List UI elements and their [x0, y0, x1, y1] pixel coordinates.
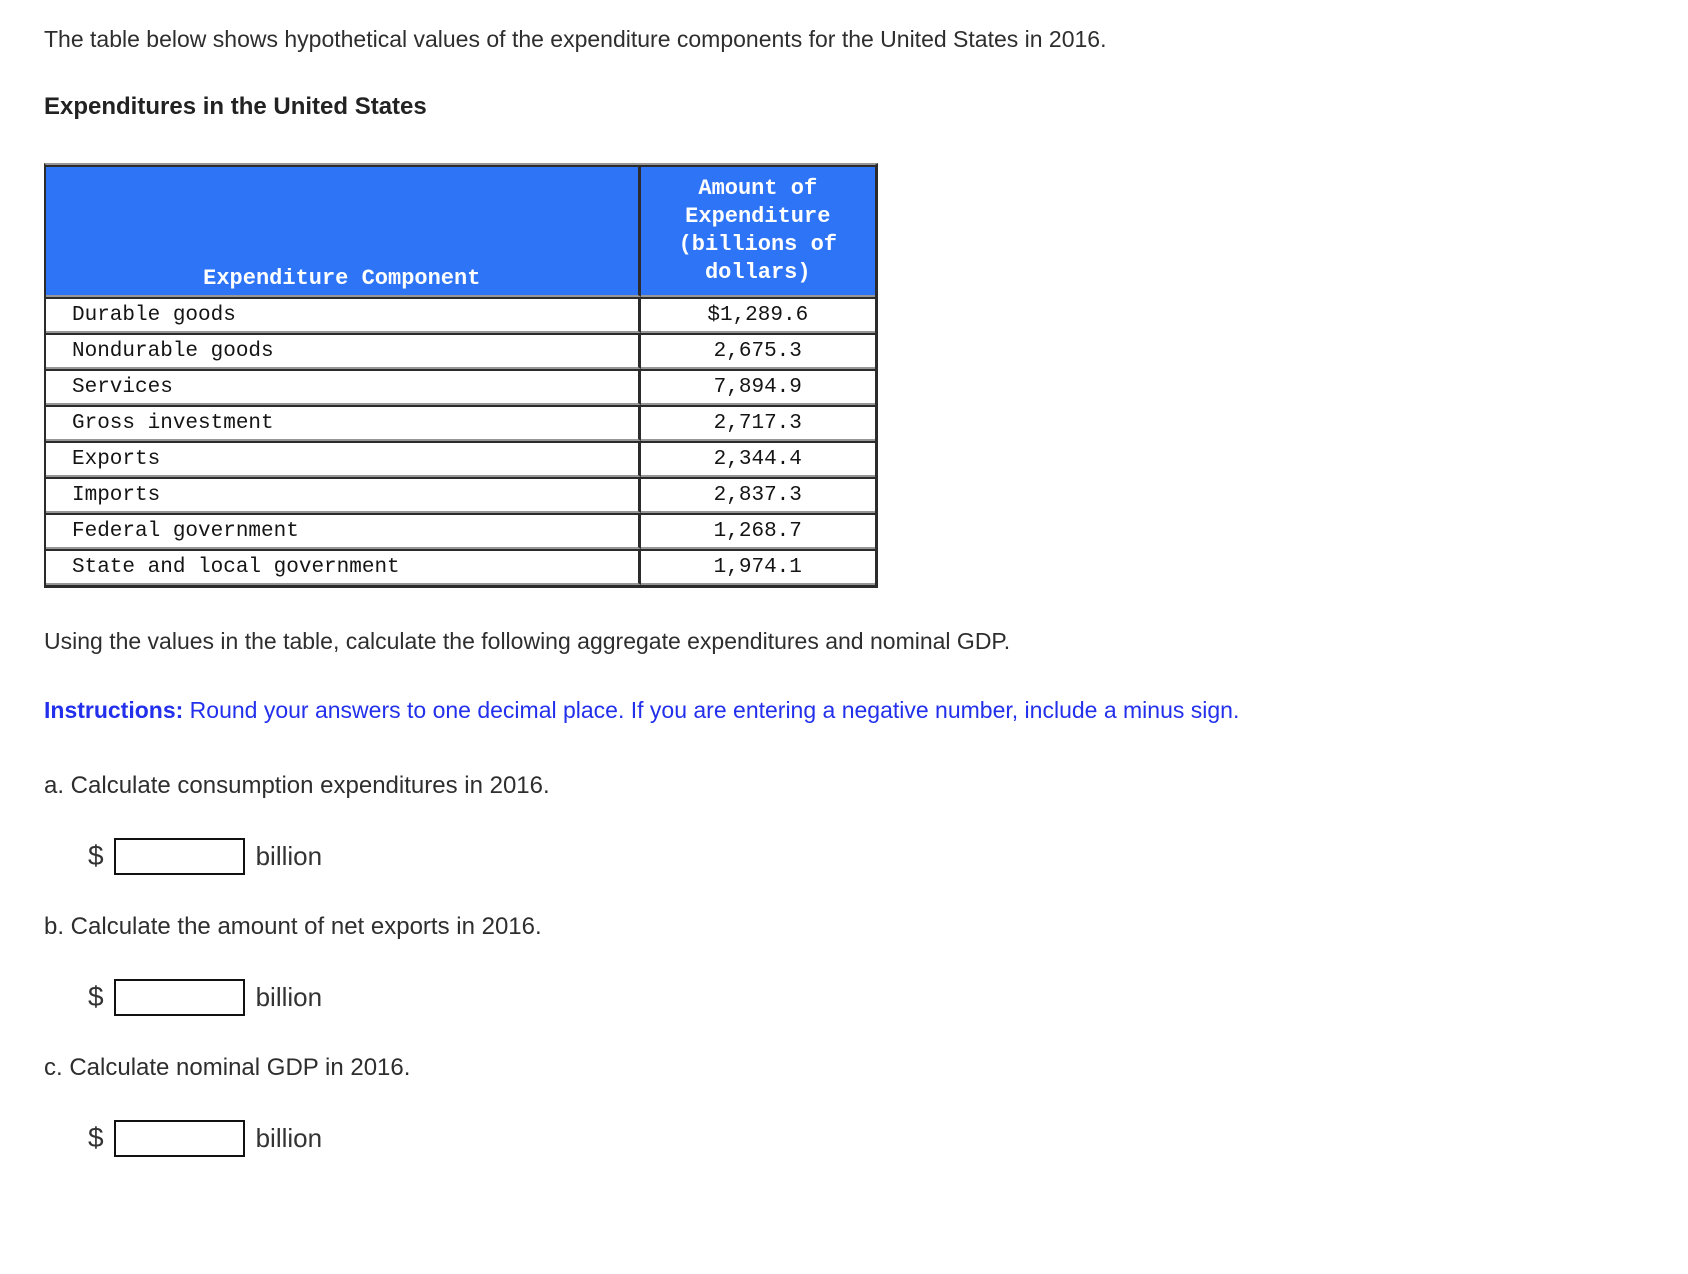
- table-row: Federal government 1,268.7: [46, 513, 875, 549]
- instructions-body: Round your answers to one decimal place.…: [183, 697, 1240, 723]
- amount-cell: 2,837.3: [640, 477, 875, 513]
- billion-unit-label: billion: [255, 1122, 323, 1153]
- answer-row-a: $ billion: [88, 836, 1688, 876]
- table-row: Nondurable goods 2,675.3: [46, 333, 875, 369]
- amount-header-line: Expenditure: [685, 204, 831, 229]
- question-a-label: a. Calculate consumption expenditures in…: [44, 772, 550, 799]
- answer-input-b[interactable]: [113, 978, 245, 1016]
- component-cell: Durable goods: [46, 297, 641, 333]
- question-c-label: c. Calculate nominal GDP in 2016.: [44, 1054, 411, 1081]
- amount-header-line: Amount of: [698, 176, 818, 201]
- dollar-sign-label: $: [88, 1122, 104, 1153]
- table-row: Services 7,894.9: [46, 369, 875, 405]
- answer-row-c: $ billion: [88, 1118, 1688, 1158]
- expenditures-table: Expenditure Component Amount of Expendit…: [44, 163, 878, 588]
- amount-cell: 1,268.7: [640, 513, 875, 549]
- dollar-sign-label: $: [88, 840, 104, 871]
- table-row: Imports 2,837.3: [46, 477, 875, 513]
- amount-cell: 2,344.4: [640, 441, 875, 477]
- amount-cell: 1,974.1: [640, 549, 875, 585]
- intro-text: The table below shows hypothetical value…: [44, 26, 1107, 52]
- question-b-label: b. Calculate the amount of net exports i…: [44, 913, 542, 940]
- amount-cell: 7,894.9: [640, 369, 875, 405]
- question-page: The table below shows hypothetical value…: [44, 26, 1688, 1158]
- answer-input-a[interactable]: [113, 837, 245, 875]
- table-header-row: Expenditure Component Amount of Expendit…: [46, 165, 875, 297]
- component-cell: Gross investment: [46, 405, 641, 441]
- dollar-sign-label: $: [88, 981, 104, 1012]
- component-cell: Imports: [46, 477, 641, 513]
- table-row: State and local government 1,974.1: [46, 549, 875, 585]
- amount-cell: 2,717.3: [640, 405, 875, 441]
- component-cell: Federal government: [46, 513, 641, 549]
- billion-unit-label: billion: [255, 840, 323, 871]
- table-row: Exports 2,344.4: [46, 441, 875, 477]
- amount-cell: $1,289.6: [640, 297, 875, 333]
- component-cell: Exports: [46, 441, 641, 477]
- component-cell: Nondurable goods: [46, 333, 641, 369]
- amount-header-line: (billions of: [678, 232, 837, 257]
- answer-input-c[interactable]: [113, 1119, 245, 1157]
- billion-unit-label: billion: [255, 981, 323, 1012]
- component-cell: Services: [46, 369, 641, 405]
- answer-row-b: $ billion: [88, 977, 1688, 1017]
- column-header-expenditure-component: Expenditure Component: [46, 165, 641, 297]
- column-header-amount: Amount of Expenditure (billions of dolla…: [640, 165, 875, 297]
- instructions-label: Instructions:: [44, 697, 184, 723]
- instructions-text: Instructions: Round your answers to one …: [44, 697, 1688, 724]
- component-cell: State and local government: [46, 549, 641, 585]
- table-title: Expenditures in the United States: [44, 93, 427, 120]
- task-description: Using the values in the table, calculate…: [44, 628, 1011, 654]
- table-row: Gross investment 2,717.3: [46, 405, 875, 441]
- amount-header-line: dollars): [704, 260, 811, 285]
- table-row: Durable goods $1,289.6: [46, 297, 875, 333]
- amount-cell: 2,675.3: [640, 333, 875, 369]
